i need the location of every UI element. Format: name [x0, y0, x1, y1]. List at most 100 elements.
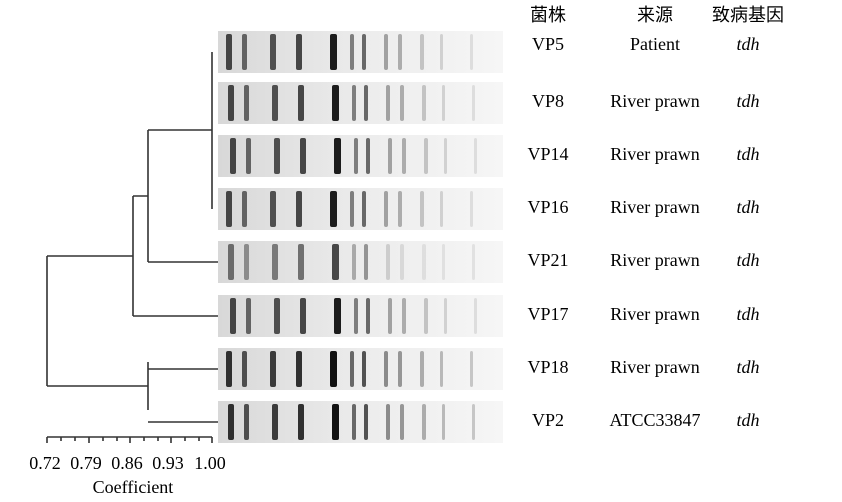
gel-lane	[218, 82, 503, 124]
gel-band	[244, 85, 249, 121]
axis-tick-label: 1.00	[194, 453, 226, 473]
gel-band	[274, 138, 280, 174]
gel-band	[300, 298, 306, 334]
gel-band	[300, 138, 306, 174]
gel-band	[422, 85, 426, 121]
strain-name: VP8	[532, 91, 564, 111]
strain-name: VP16	[527, 197, 568, 217]
gel-band	[242, 191, 247, 227]
gel-band	[332, 244, 339, 280]
gel-band	[362, 34, 366, 70]
gel-band	[442, 404, 445, 440]
gel-band	[298, 404, 304, 440]
gel-lane	[218, 135, 503, 177]
gel-lane	[218, 295, 503, 337]
virulence-gene: tdh	[736, 304, 759, 324]
gel-band	[352, 85, 356, 121]
gel-band	[332, 85, 339, 121]
gel-band	[384, 351, 388, 387]
source: ATCC33847	[609, 410, 700, 430]
gel-lane	[218, 188, 503, 230]
virulence-gene: tdh	[736, 410, 759, 430]
gel-band	[298, 244, 304, 280]
gel-band	[472, 244, 475, 280]
strain-name: VP18	[527, 357, 568, 377]
gel-band	[226, 34, 232, 70]
column-header: 来源	[637, 5, 673, 25]
gel-band	[470, 351, 473, 387]
gel-band	[332, 404, 339, 440]
virulence-gene: tdh	[736, 250, 759, 270]
gel-band	[270, 191, 276, 227]
source: River prawn	[610, 197, 699, 217]
strain-name: VP17	[527, 304, 568, 324]
gel-band	[474, 138, 477, 174]
gel-band	[444, 138, 447, 174]
gel-band	[270, 351, 276, 387]
gel-band	[230, 298, 236, 334]
gel-band	[242, 351, 247, 387]
gel-band	[244, 404, 249, 440]
gel-band	[398, 351, 402, 387]
gel-band	[422, 404, 426, 440]
gel-band	[386, 404, 390, 440]
gel-band	[400, 85, 404, 121]
gel-band	[350, 191, 354, 227]
gel-lanes	[218, 31, 503, 443]
gel-band	[420, 34, 424, 70]
gel-band	[400, 244, 404, 280]
gel-band	[272, 244, 278, 280]
gel-band	[272, 85, 278, 121]
gel-band	[442, 244, 445, 280]
gel-band	[398, 34, 402, 70]
virulence-gene: tdh	[736, 197, 759, 217]
gel-band	[384, 34, 388, 70]
gel-band	[274, 298, 280, 334]
gel-lane	[218, 241, 503, 283]
gel-band	[334, 298, 341, 334]
dendrogram	[46, 52, 218, 443]
axis-label: Coefficient	[93, 477, 174, 497]
gel-band	[440, 34, 443, 70]
gel-band	[422, 244, 426, 280]
gel-band	[296, 34, 302, 70]
gel-band	[228, 244, 234, 280]
column-header: 致病基因	[712, 5, 784, 25]
strain-name: VP5	[532, 34, 564, 54]
gel-band	[244, 244, 249, 280]
source: River prawn	[610, 91, 699, 111]
strain-name: VP14	[527, 144, 568, 164]
source: Patient	[630, 34, 680, 54]
gel-band	[354, 298, 358, 334]
gel-band	[388, 298, 392, 334]
gel-band	[226, 351, 232, 387]
gel-band	[226, 191, 232, 227]
gel-band	[362, 191, 366, 227]
gel-band	[296, 191, 302, 227]
gel-band	[402, 298, 406, 334]
gel-band	[364, 404, 368, 440]
gel-band	[470, 34, 473, 70]
gel-band	[398, 191, 402, 227]
gel-band	[270, 34, 276, 70]
gel-lane	[218, 31, 503, 73]
gel-band	[230, 138, 236, 174]
gel-band	[420, 191, 424, 227]
gel-band	[364, 244, 368, 280]
gel-band	[440, 191, 443, 227]
gel-band	[352, 404, 356, 440]
axis-tick-label: 0.86	[111, 453, 143, 473]
gel-band	[386, 85, 390, 121]
gel-band	[444, 298, 447, 334]
gel-band	[296, 351, 302, 387]
gel-band	[330, 351, 337, 387]
source: River prawn	[610, 144, 699, 164]
gel-band	[472, 85, 475, 121]
column-header: 菌株	[530, 5, 566, 25]
strain-name: VP2	[532, 410, 564, 430]
gel-band	[424, 138, 428, 174]
gel-band	[246, 298, 251, 334]
axis-tick-label: 0.72	[29, 453, 61, 473]
gel-band	[474, 298, 477, 334]
